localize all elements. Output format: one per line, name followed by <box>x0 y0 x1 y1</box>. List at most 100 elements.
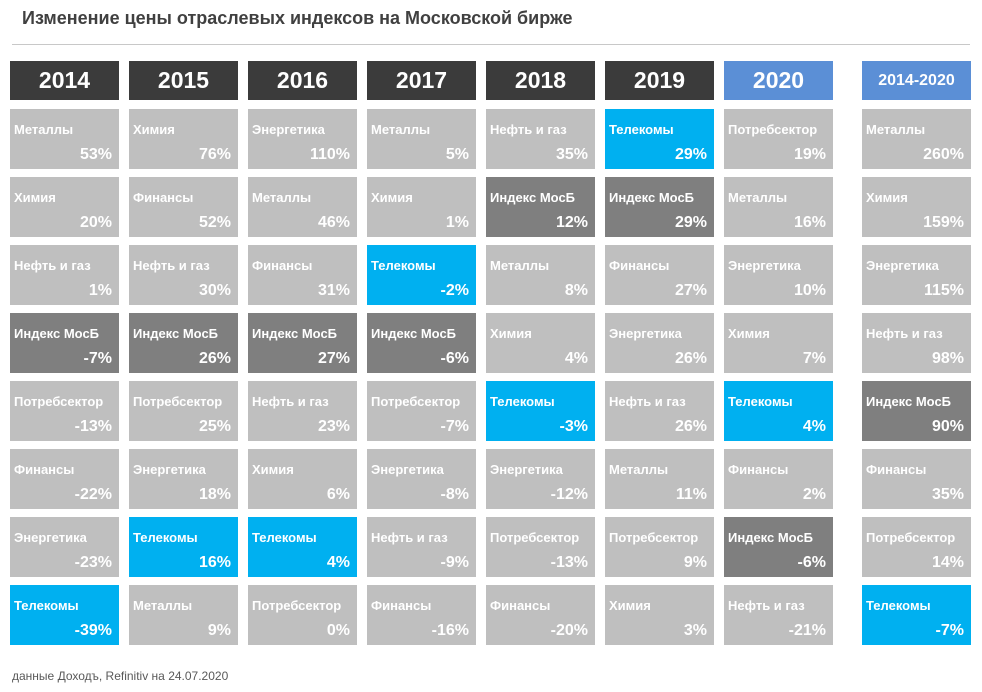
sector-cell: Металлы 16% <box>724 177 833 237</box>
sector-change-value: 29% <box>674 146 707 163</box>
sector-cell: Энергетика -12% <box>486 449 595 509</box>
sector-change-value: 159% <box>923 214 964 231</box>
sector-name: Энергетика <box>866 258 939 273</box>
sector-cell: Потребсектор 9% <box>605 517 714 577</box>
sector-cell: Потребсектор -7% <box>367 381 476 441</box>
sector-cell: Нефть и газ 23% <box>248 381 357 441</box>
sector-cell: Химия 7% <box>724 313 833 373</box>
sector-change-value: 12% <box>555 214 588 231</box>
sector-cell: Энергетика 10% <box>724 245 833 305</box>
sector-change-value: 9% <box>683 554 707 571</box>
sector-change-value: 18% <box>198 486 231 503</box>
sector-cell: Индекс МосБ 12% <box>486 177 595 237</box>
sector-name: Финансы <box>609 258 670 273</box>
sector-change-value: -22% <box>74 486 112 503</box>
sector-name: Металлы <box>252 190 312 205</box>
sector-change-value: -23% <box>74 554 112 571</box>
sector-name: Энергетика <box>728 258 801 273</box>
year-header-2017: 2017 <box>367 61 476 100</box>
sector-change-value: -13% <box>550 554 588 571</box>
year-header-2020: 2020 <box>724 61 833 100</box>
sector-change-value: 20% <box>79 214 112 231</box>
sector-change-value: -3% <box>559 418 588 435</box>
sector-cell: Химия 3% <box>605 585 714 645</box>
sector-change-value: 90% <box>931 418 964 435</box>
sector-change-value: 0% <box>326 622 350 639</box>
sector-cell: Потребсектор 14% <box>862 517 971 577</box>
sector-name: Химия <box>866 190 908 205</box>
sector-name: Потребсектор <box>609 530 699 545</box>
sector-cell: Телекомы 16% <box>129 517 238 577</box>
sector-change-value: 52% <box>198 214 231 231</box>
sector-name: Химия <box>490 326 532 341</box>
sector-cell: Финансы -22% <box>10 449 119 509</box>
sector-name: Финансы <box>133 190 194 205</box>
sector-cell: Металлы 46% <box>248 177 357 237</box>
sector-name: Химия <box>14 190 56 205</box>
sector-name: Энергетика <box>14 530 87 545</box>
chart-title: Изменение цены отраслевых индексов на Мо… <box>22 8 573 28</box>
sector-name: Энергетика <box>609 326 682 341</box>
sector-cell: Нефть и газ 26% <box>605 381 714 441</box>
sector-name: Энергетика <box>490 462 563 477</box>
sector-cell: Химия 1% <box>367 177 476 237</box>
sector-cell: Финансы 31% <box>248 245 357 305</box>
sector-name: Потребсектор <box>371 394 461 409</box>
sector-change-value: 11% <box>675 486 707 503</box>
sector-name: Индекс МосБ <box>252 326 338 341</box>
sector-cell: Металлы 11% <box>605 449 714 509</box>
sector-change-value: -16% <box>431 622 469 639</box>
sector-name: Финансы <box>14 462 75 477</box>
sector-name: Телекомы <box>490 394 555 409</box>
sector-change-value: 26% <box>674 350 707 367</box>
sector-change-value: 23% <box>317 418 350 435</box>
sector-name: Металлы <box>866 122 926 137</box>
sector-name: Финансы <box>252 258 313 273</box>
sector-change-value: 5% <box>445 146 469 163</box>
sector-cell: Потребсектор -13% <box>486 517 595 577</box>
sector-cell: Индекс МосБ 27% <box>248 313 357 373</box>
sector-name: Химия <box>133 122 175 137</box>
sector-change-value: 29% <box>674 214 707 231</box>
sector-name: Металлы <box>490 258 550 273</box>
sector-change-value: 9% <box>207 622 231 639</box>
sector-change-value: -13% <box>74 418 112 435</box>
sector-change-value: 35% <box>931 486 964 503</box>
sector-name: Телекомы <box>609 122 674 137</box>
sector-name: Индекс МосБ <box>490 190 576 205</box>
sector-change-value: 26% <box>674 418 707 435</box>
year-header-2015: 2015 <box>129 61 238 100</box>
title-divider <box>12 44 970 45</box>
sector-change-value: -7% <box>935 622 964 639</box>
sector-name: Телекомы <box>133 530 198 545</box>
sector-name: Индекс МосБ <box>133 326 219 341</box>
sector-change-value: 31% <box>317 282 350 299</box>
sector-change-value: 27% <box>674 282 707 299</box>
sector-change-value: -2% <box>440 282 469 299</box>
sector-cell: Телекомы 4% <box>724 381 833 441</box>
sector-cell: Металлы 8% <box>486 245 595 305</box>
sector-cell: Потребсектор 19% <box>724 109 833 169</box>
sector-change-value: 16% <box>198 554 231 571</box>
sector-change-value: 1% <box>88 282 112 299</box>
sector-cell: Металлы 53% <box>10 109 119 169</box>
sector-name: Химия <box>609 598 651 613</box>
sector-cell: Металлы 9% <box>129 585 238 645</box>
sector-name: Металлы <box>14 122 74 137</box>
sector-cell: Энергетика 26% <box>605 313 714 373</box>
sector-name: Телекомы <box>252 530 317 545</box>
sector-cell: Индекс МосБ -7% <box>10 313 119 373</box>
sector-name: Телекомы <box>866 598 931 613</box>
sector-name: Телекомы <box>371 258 436 273</box>
sector-cell: Финансы 35% <box>862 449 971 509</box>
sector-cell: Нефть и газ 98% <box>862 313 971 373</box>
sector-change-value: -20% <box>550 622 588 639</box>
sector-cell: Телекомы 29% <box>605 109 714 169</box>
sector-change-value: 3% <box>683 622 707 639</box>
year-header-2019: 2019 <box>605 61 714 100</box>
sector-cell: Потребсектор 0% <box>248 585 357 645</box>
sector-change-value: 14% <box>931 554 964 571</box>
sector-name: Финансы <box>371 598 432 613</box>
sector-change-value: 35% <box>555 146 588 163</box>
